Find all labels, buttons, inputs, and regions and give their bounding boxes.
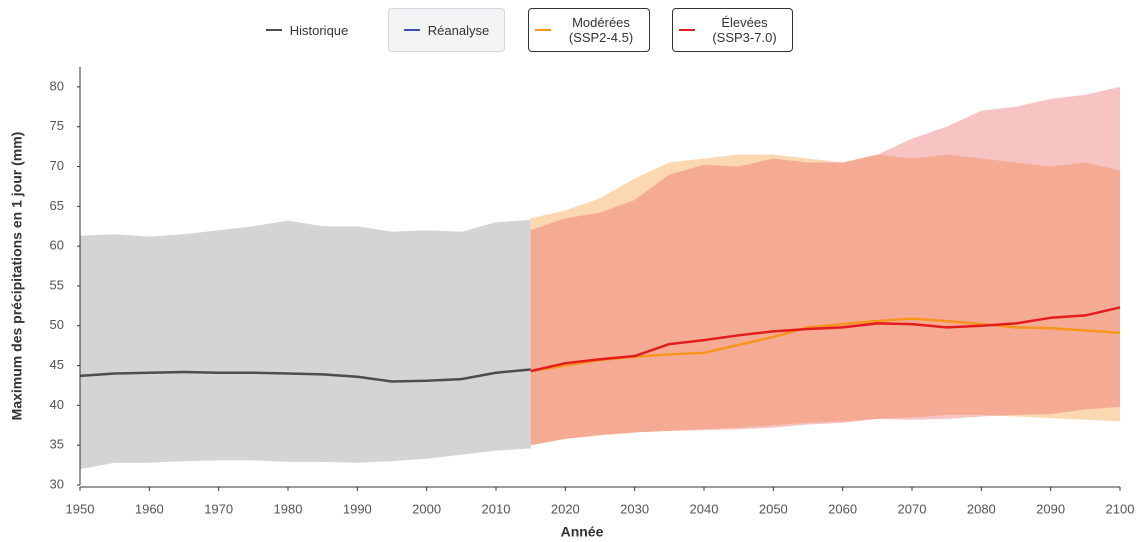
legend-item[interactable]: Historique <box>252 8 362 52</box>
y-tick-label: 75 <box>50 118 64 133</box>
x-tick-label: 2010 <box>482 501 511 516</box>
y-tick-label: 50 <box>50 317 64 332</box>
legend-label: Élevées (SSP3-7.0) <box>712 15 777 45</box>
x-tick-label: 2050 <box>759 501 788 516</box>
x-tick-label: 1980 <box>274 501 303 516</box>
range-band <box>80 219 531 470</box>
x-tick-label: 1960 <box>135 501 164 516</box>
legend-swatch <box>265 29 282 31</box>
y-tick-label: 65 <box>50 198 64 213</box>
series-line <box>530 306 1121 373</box>
y-tick-label: 55 <box>50 277 64 292</box>
legend-item[interactable]: Modérées (SSP2-4.5) <box>528 8 650 52</box>
y-tick-label: 40 <box>50 397 64 412</box>
bands <box>80 86 1120 470</box>
legend-item[interactable]: Réanalyse <box>388 8 505 52</box>
y-axis-label: Maximum des précipitations en 1 jour (mm… <box>9 132 25 421</box>
y-tick-label: 70 <box>50 158 64 173</box>
x-tick-label: 2100 <box>1106 501 1135 516</box>
x-tick-label: 2080 <box>967 501 996 516</box>
x-tick-label: 2090 <box>1036 501 1065 516</box>
legend-swatch <box>678 29 695 31</box>
x-tick-label: 2020 <box>551 501 580 516</box>
y-tick-label: 30 <box>50 476 64 491</box>
x-tick-label: 2070 <box>898 501 927 516</box>
y-tick-label: 60 <box>50 238 64 253</box>
x-axis-label: Année <box>561 524 604 540</box>
range-band <box>530 86 1120 446</box>
x-tick-label: 2060 <box>828 501 857 516</box>
x-tick-label: 1990 <box>343 501 372 516</box>
x-tick-label: 2040 <box>690 501 719 516</box>
y-tick-label: 35 <box>50 437 64 452</box>
x-tick-label: 2030 <box>620 501 649 516</box>
x-tick-label: 2000 <box>412 501 441 516</box>
lines <box>79 306 1121 383</box>
x-tick-label: 1970 <box>204 501 233 516</box>
legend-label: Historique <box>289 22 349 38</box>
legend-swatch <box>403 29 420 31</box>
legend-label: Réanalyse <box>427 22 490 38</box>
legend-swatch <box>535 29 551 31</box>
series-line <box>79 368 531 383</box>
legend-label: Modérées (SSP2-4.5) <box>568 15 634 45</box>
y-tick-label: 45 <box>50 357 64 372</box>
legend-item[interactable]: Élevées (SSP3-7.0) <box>672 8 793 52</box>
range-band <box>530 154 1120 446</box>
x-tick-label: 1950 <box>66 501 95 516</box>
y-tick-label: 80 <box>50 78 64 93</box>
